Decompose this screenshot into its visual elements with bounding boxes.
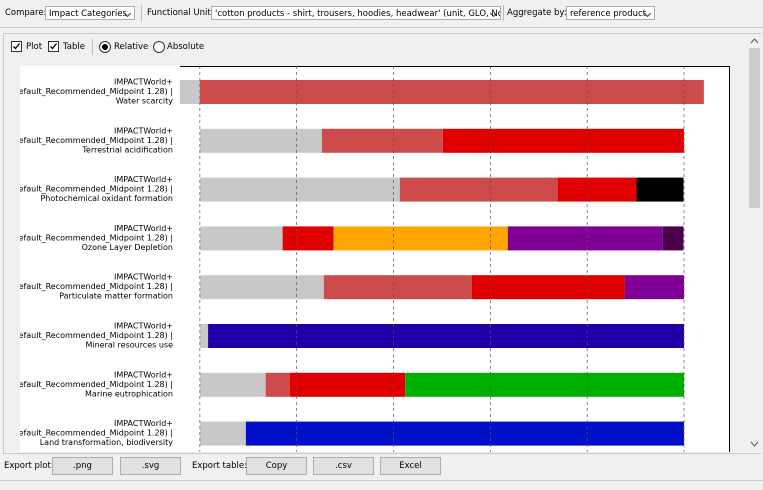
functional-unit-select[interactable]: 'cotton products - shirt, trousers, hood… (211, 6, 501, 20)
bar-segment (199, 226, 283, 251)
compare-select[interactable]: Impact Categories (45, 6, 135, 20)
bar-segment (180, 80, 200, 104)
category-label: (Default_Recommended_Midpoint 1.28) | (20, 331, 173, 340)
aggregate-select[interactable]: reference product (566, 6, 655, 20)
bar-segment (245, 421, 685, 446)
category-label: IMPACTWorld+ (114, 322, 173, 331)
export-table-label: Export table: (192, 461, 247, 471)
export-button[interactable]: Excel (380, 457, 441, 475)
absolute-radio[interactable] (153, 41, 165, 53)
category-label: Marine eutrophication (85, 389, 173, 398)
category-label: (Default_Recommended_Midpoint 1.28) | (20, 233, 173, 242)
bar-segment (471, 275, 625, 300)
bar-segment (282, 226, 334, 251)
export-button[interactable]: .csv (313, 457, 374, 475)
scroll-up-arrow (750, 38, 759, 44)
plot-checkbox[interactable] (11, 41, 22, 52)
export-button[interactable]: Copy (246, 457, 307, 475)
chart: IMPACTWorld+(Default_Recommended_Midpoin… (20, 66, 730, 452)
category-label: IMPACTWorld+ (114, 126, 173, 135)
aggregate-label: Aggregate by: (507, 8, 567, 18)
separator (141, 5, 142, 21)
category-label: IMPACTWorld+ (114, 224, 173, 233)
bar-segment (399, 177, 558, 202)
checkmark (13, 43, 21, 50)
relative-radio[interactable] (99, 41, 111, 53)
category-label: Water scarcity (116, 97, 174, 106)
category-label: IMPACTWorld+ (114, 175, 173, 184)
category-label: (Default_Recommended_Midpoint 1.28) | (20, 429, 173, 438)
category-label: Ozone Layer Depletion (82, 243, 173, 252)
plot-option: Plot (26, 42, 43, 52)
bar-segment (199, 275, 324, 300)
category-label: Photochemical oxidant formation (40, 194, 173, 203)
checkmark (50, 43, 58, 50)
bar-segment (557, 177, 637, 202)
radio-dot (102, 44, 108, 50)
bar-segment (405, 372, 685, 397)
category-label: (Default_Recommended_Midpoint 1.28) | (20, 380, 173, 389)
category-label: IMPACTWorld+ (114, 370, 173, 379)
compare-label: Compare: (5, 8, 47, 18)
export-plot-label: Export plot: (4, 461, 54, 471)
bar-segment (333, 226, 508, 251)
bar-segment (321, 128, 443, 153)
divider (0, 27, 763, 28)
scroll-down-arrow (750, 441, 759, 447)
scrollbar-graphics (749, 38, 760, 447)
category-label: IMPACTWorld+ (114, 273, 173, 282)
divider (0, 480, 763, 481)
bar-segment (199, 372, 266, 397)
category-label: (Default_Recommended_Midpoint 1.28) | (20, 185, 173, 194)
category-label: Mineral resources use (85, 341, 173, 350)
functional-unit-label: Functional Unit: (147, 8, 214, 18)
bar-segment (199, 177, 400, 202)
category-label: Particulate matter formation (59, 292, 173, 301)
category-label: Land transformation, biodiversity (40, 438, 174, 447)
bar-segment (442, 128, 685, 153)
bar-segment (265, 372, 290, 397)
table-checkbox[interactable] (48, 41, 59, 52)
absolute-option: Absolute (167, 42, 205, 52)
relative-option: Relative (114, 42, 149, 52)
bar-segment (323, 275, 472, 300)
separator (503, 5, 504, 21)
export-button[interactable]: .png (52, 457, 113, 475)
category-label: IMPACTWorld+ (114, 78, 173, 87)
scrollbar[interactable] (748, 34, 761, 453)
bar-segment (199, 80, 704, 104)
category-label: (Default_Recommended_Midpoint 1.28) | (20, 87, 173, 96)
bar-segment (208, 324, 685, 348)
category-label: (Default_Recommended_Midpoint 1.28) | (20, 136, 173, 145)
export-button[interactable]: .svg (120, 457, 181, 475)
separator (92, 39, 93, 55)
bar-segment (507, 226, 663, 251)
category-label: Terrestrial acidification (81, 145, 173, 154)
bar-segment (199, 128, 322, 153)
table-option: Table (63, 42, 85, 52)
bar-segment (662, 226, 684, 251)
bar-segment (289, 372, 406, 397)
bar-segment (199, 324, 209, 348)
bar-segment (636, 177, 684, 202)
category-label: (Default_Recommended_Midpoint 1.28) | (20, 282, 173, 291)
bar-segment (199, 421, 246, 446)
scroll-thumb (749, 48, 760, 208)
category-label: IMPACTWorld+ (114, 419, 173, 428)
bar-segment (624, 275, 685, 300)
